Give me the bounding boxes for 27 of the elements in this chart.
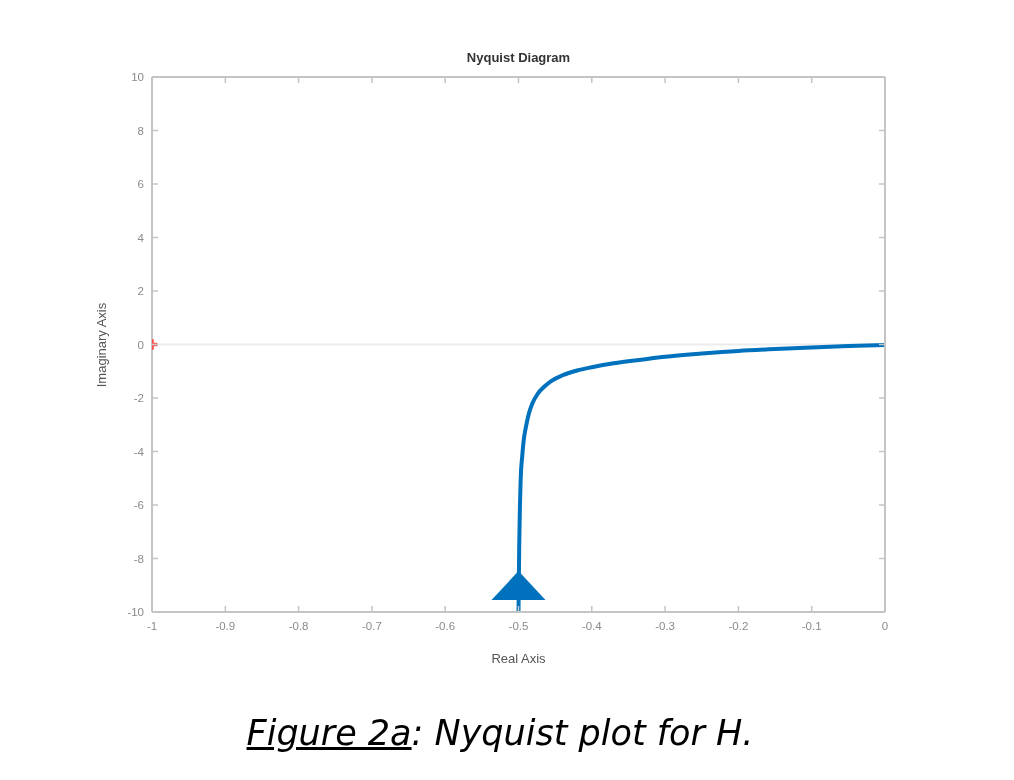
y-tick-label: 4	[137, 231, 145, 244]
y-tick-label: 2	[137, 285, 144, 298]
y-tick-label: -6	[133, 499, 144, 512]
y-tick-label: -8	[133, 552, 144, 565]
line-series	[516, 343, 885, 612]
caption: Figure 2a: Nyquist plot for H.	[246, 713, 754, 753]
x-axis-title: Real Axis	[491, 651, 546, 666]
x-tick-label: -0.6	[435, 620, 456, 633]
x-tick-label: -0.2	[728, 620, 749, 633]
y-tick-label: 10	[131, 71, 144, 84]
x-tick-label: -0.9	[215, 620, 236, 633]
y-tick-label: 8	[137, 124, 144, 137]
y-axis-title: Imaginary Axis	[93, 302, 109, 387]
y-tick-label: -10	[127, 606, 144, 619]
x-tick-label: 0	[881, 620, 889, 633]
chart-title: Nyquist Diagram	[466, 50, 571, 65]
x-tick-label: -0.5	[508, 620, 529, 633]
x-tick-label: -0.7	[361, 620, 382, 633]
x-tick-label: -0.8	[288, 620, 309, 633]
y-tick-label: -4	[133, 445, 145, 458]
x-tick-label: -0.1	[801, 620, 822, 633]
y-tick-label: 0	[137, 338, 144, 351]
y-tick-label: 6	[137, 178, 144, 191]
y-tick-label: -2	[133, 392, 144, 405]
x-tick-label: -1	[146, 620, 158, 633]
x-tick-label: -0.4	[581, 620, 603, 633]
x-tick-label: -0.3	[655, 620, 676, 633]
